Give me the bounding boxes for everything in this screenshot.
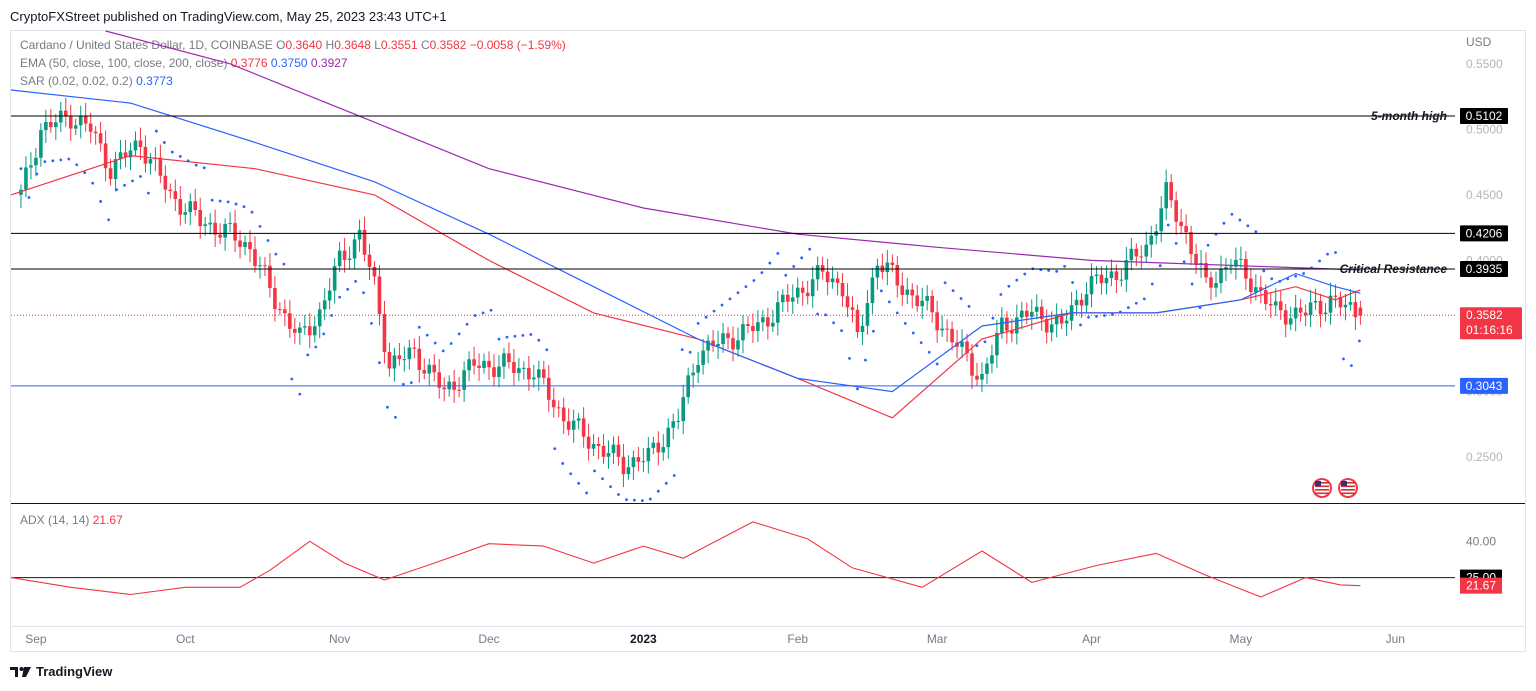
adx-value: 21.67: [92, 513, 123, 527]
low-value: 0.3551: [380, 38, 418, 52]
chart-frame: [10, 30, 1526, 652]
symbol-legend: Cardano / United States Dollar, 1D, COIN…: [20, 38, 566, 52]
close-label: C: [420, 38, 430, 52]
tradingview-logo-icon: [10, 666, 31, 677]
high-value: 0.3648: [334, 38, 371, 52]
ema-label: EMA (50, close, 100, close, 200, close): [20, 56, 228, 70]
change-value: −0.0058 (−1.59%): [469, 38, 566, 52]
sar-value: 0.3773: [136, 74, 173, 88]
low-label: L: [374, 38, 381, 52]
brand-name: TradingView: [36, 664, 113, 679]
high-label: H: [325, 38, 335, 52]
ema50-value: 0.3776: [230, 56, 268, 70]
open-value: 0.3640: [285, 38, 323, 52]
adx-label: ADX (14, 14): [20, 513, 90, 527]
sar-legend[interactable]: SAR (0.02, 0.02, 0.2) 0.3773: [20, 74, 173, 88]
tradingview-brand[interactable]: TradingView: [10, 664, 112, 679]
sar-label: SAR (0.02, 0.02, 0.2): [20, 74, 133, 88]
ema-legend[interactable]: EMA (50, close, 100, close, 200, close) …: [20, 56, 348, 70]
adx-legend[interactable]: ADX (14, 14) 21.67: [20, 513, 123, 527]
ema100-value: 0.3750: [270, 56, 308, 70]
symbol-name[interactable]: Cardano / United States Dollar, 1D, COIN…: [20, 38, 273, 52]
ema200-value: 0.3927: [310, 56, 348, 70]
publisher-line: CryptoFXStreet published on TradingView.…: [10, 9, 447, 24]
close-value: 0.3582: [429, 38, 467, 52]
